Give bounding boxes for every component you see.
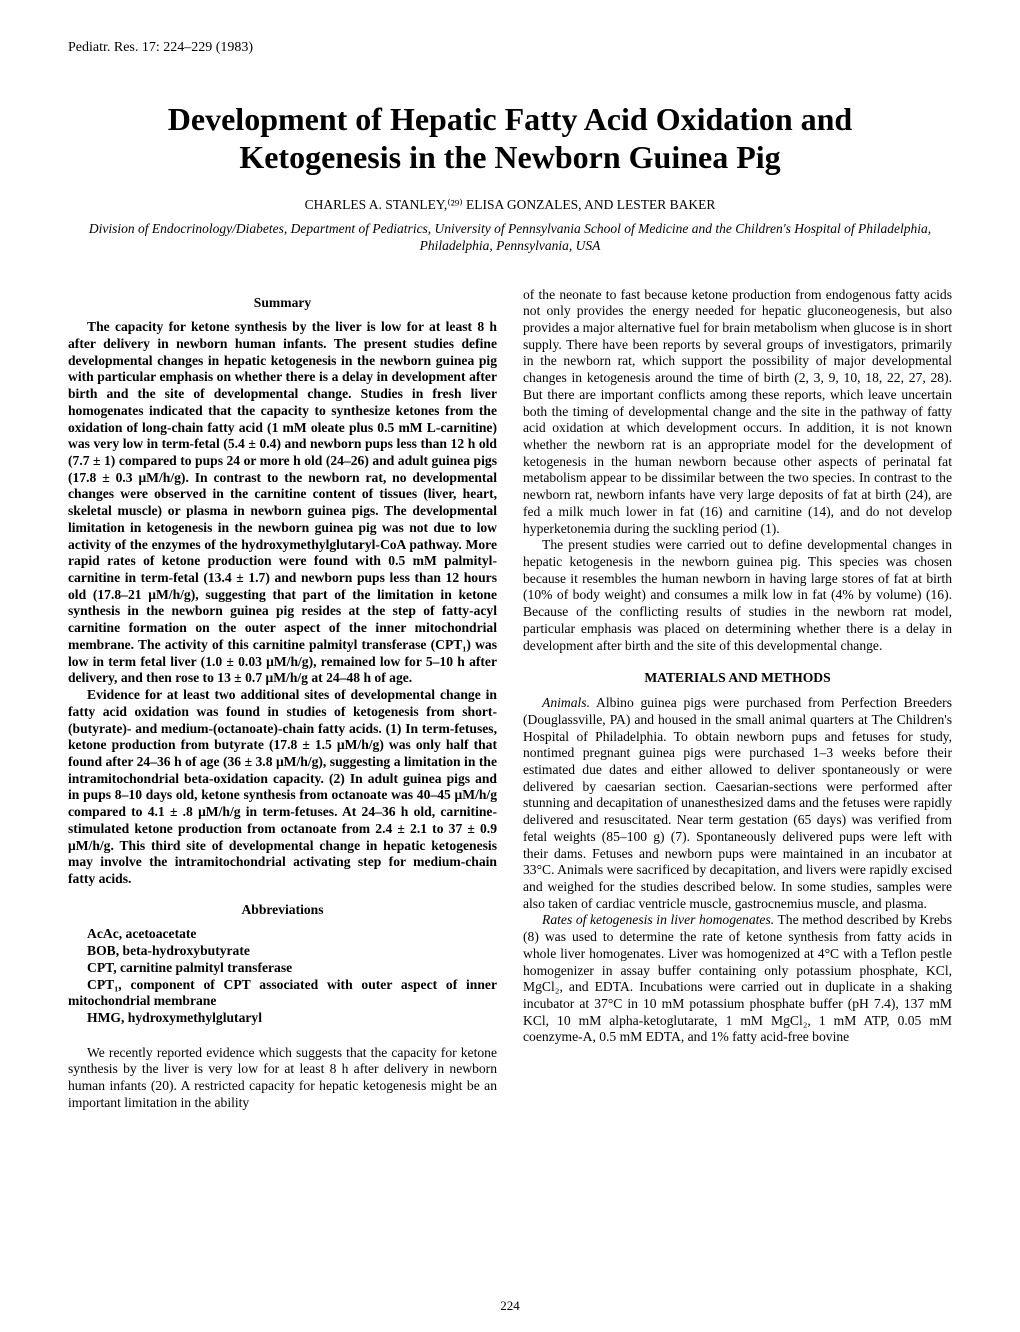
right-column: of the neonate to fast because ketone pr…: [523, 287, 952, 1112]
abbrev-bob: BOB, beta-hydroxybutyrate: [68, 943, 497, 960]
page-number: 224: [0, 1298, 1020, 1314]
abbrev-cpt1: CPT₁, component of CPT associated with o…: [68, 977, 497, 1010]
intro-paragraph: We recently reported evidence which sugg…: [68, 1045, 497, 1112]
methods-animals-lead: Animals.: [542, 695, 590, 710]
summary-paragraph-2: Evidence for at least two additional sit…: [68, 687, 497, 888]
summary-paragraph-1: The capacity for ketone synthesis by the…: [68, 319, 497, 687]
authors-line: CHARLES A. STANLEY,⁽²⁹⁾ ELISA GONZALES, …: [68, 197, 952, 213]
methods-rates-text: The method described by Krebs (8) was us…: [523, 912, 952, 1044]
abbreviations-heading: Abbreviations: [68, 902, 497, 919]
body-paragraph-1: of the neonate to fast because ketone pr…: [523, 287, 952, 538]
affiliation: Division of Endocrinology/Diabetes, Depa…: [68, 221, 952, 255]
methods-rates-paragraph: Rates of ketogenesis in liver homogenate…: [523, 912, 952, 1046]
abbrev-acac: AcAc, acetoacetate: [68, 926, 497, 943]
abbreviations-list: AcAc, acetoacetate BOB, beta-hydroxybuty…: [68, 926, 497, 1026]
article-title: Development of Hepatic Fatty Acid Oxidat…: [100, 100, 920, 177]
abbrev-cpt: CPT, carnitine palmityl transferase: [68, 960, 497, 977]
journal-reference: Pediatr. Res. 17: 224–229 (1983): [68, 40, 952, 56]
page: Pediatr. Res. 17: 224–229 (1983) Develop…: [0, 0, 1020, 1332]
materials-methods-heading: MATERIALS AND METHODS: [523, 670, 952, 687]
methods-animals-paragraph: Animals. Albino guinea pigs were purchas…: [523, 695, 952, 912]
methods-rates-lead: Rates of ketogenesis in liver homogenate…: [542, 912, 774, 927]
left-column: Summary The capacity for ketone synthesi…: [68, 287, 497, 1112]
methods-animals-text: Albino guinea pigs were purchased from P…: [523, 695, 952, 911]
summary-heading: Summary: [68, 295, 497, 312]
body-paragraph-2: The present studies were carried out to …: [523, 537, 952, 654]
two-column-body: Summary The capacity for ketone synthesi…: [68, 287, 952, 1112]
abbrev-hmg: HMG, hydroxymethylglutaryl: [68, 1010, 497, 1027]
